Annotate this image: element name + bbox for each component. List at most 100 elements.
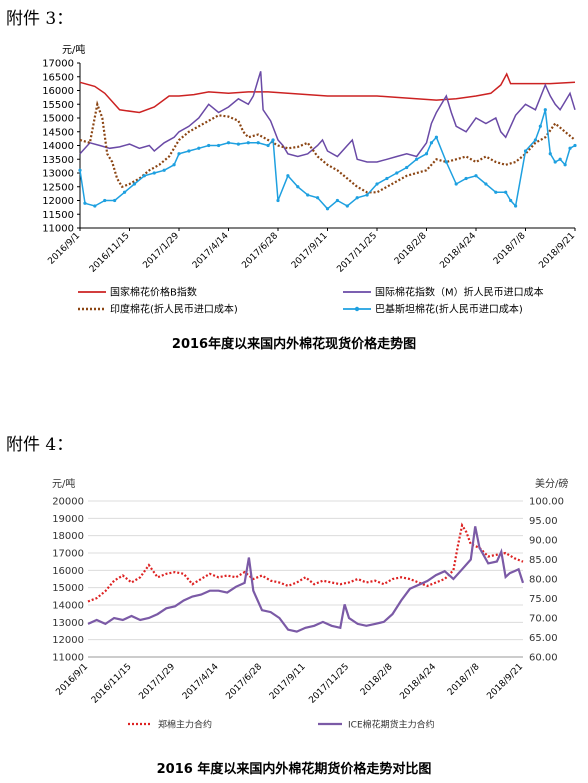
y-tick-label: 11500 — [42, 210, 74, 221]
series-marker-3 — [548, 152, 552, 156]
series-marker-3 — [395, 171, 399, 175]
series-marker-3 — [335, 198, 339, 203]
series-marker-3 — [385, 176, 389, 181]
series-marker-3 — [365, 193, 369, 197]
series-marker-3 — [132, 182, 137, 186]
series-marker-3 — [83, 201, 87, 205]
series-marker-3 — [553, 160, 557, 164]
series-marker-3 — [266, 143, 270, 148]
series-marker-3 — [543, 108, 547, 112]
legend-marker-3 — [354, 306, 360, 312]
x-tick-label: 2018/9/21 — [485, 662, 525, 702]
series-marker-3 — [187, 149, 191, 153]
y-tick-label-right: 80.00 — [529, 575, 558, 586]
y-tick-label-left: 19000 — [52, 514, 84, 525]
series-marker-3 — [93, 204, 97, 208]
y-tick-label: 13000 — [42, 169, 74, 180]
y-tick-label-left: 16000 — [52, 566, 84, 577]
y-tick-label-left: 14000 — [52, 601, 84, 612]
y-tick-label-left: 13000 — [52, 618, 84, 629]
series-marker-3 — [197, 146, 201, 150]
series-marker-3 — [424, 152, 429, 156]
y-tick-label: 11000 — [42, 224, 74, 235]
chart2-title: 2016 年度以来国内外棉花期货价格走势对比图 — [156, 762, 432, 777]
series-marker-3 — [217, 143, 221, 148]
series-marker-3 — [454, 182, 458, 186]
legend-label-0: 国家棉花价格B指数 — [110, 286, 197, 299]
y-tick-label-right: 70.00 — [529, 614, 558, 625]
series-marker-3 — [405, 165, 409, 170]
x-tick-label: 2016/11/15 — [90, 662, 134, 706]
x-tick-label: 2016/9/1 — [54, 662, 90, 698]
series-marker-3 — [429, 141, 434, 145]
attachment-4-label: 附件 4： — [6, 435, 74, 455]
y-tick-label-left: 11000 — [52, 653, 84, 664]
series-marker-3 — [464, 176, 468, 181]
series-marker-3 — [122, 190, 127, 194]
legend-label-3: 巴基斯坦棉花(折人民币进口成本) — [375, 303, 523, 316]
y-tick-label-left: 12000 — [52, 635, 84, 646]
chart1-title: 2016年度以来国内外棉花现货价格走势图 — [171, 337, 417, 352]
y-tick-label: 14000 — [42, 141, 74, 152]
y-tick-label: 12000 — [42, 196, 74, 207]
series-marker-3 — [296, 185, 300, 189]
series-marker-3 — [276, 198, 280, 203]
series-marker-3 — [345, 204, 349, 208]
series-marker-3 — [142, 174, 146, 178]
series-marker-3 — [415, 157, 419, 161]
series-marker-3 — [113, 198, 117, 203]
y-tick-label-left: 20000 — [52, 497, 84, 508]
series-marker-3 — [152, 171, 156, 175]
y-tick-label: 12500 — [42, 182, 74, 193]
series-marker-3 — [563, 163, 567, 167]
series-marker-3 — [316, 196, 320, 200]
x-tick-label: 2017/4/14 — [181, 662, 221, 702]
legend-label-0: 郑棉主力合约 — [158, 719, 212, 731]
y-tick-label-right: 60.00 — [529, 653, 558, 664]
x-tick-label: 2018/7/8 — [446, 662, 482, 698]
y-tick-label: 15500 — [42, 100, 74, 111]
series-marker-3 — [236, 142, 240, 146]
series-marker-3 — [434, 135, 438, 139]
series-marker-3 — [558, 157, 562, 161]
chart-spot-prices: 元/吨 11000 11500 12000 12500 13000 13500 14000 14… — [42, 43, 577, 316]
x-tick-label: 2017/9/11 — [268, 662, 308, 702]
series-marker-3 — [509, 198, 513, 203]
y-tick-label-right: 65.00 — [529, 633, 558, 644]
y-tick-label-right: 90.00 — [529, 536, 558, 547]
y-axis-unit-left: 元/吨 — [52, 477, 75, 490]
series-line-1 — [79, 71, 576, 163]
x-tick-label: 2017/11/25 — [307, 662, 351, 706]
series-marker-3 — [523, 149, 528, 153]
y-tick-label-left: 17000 — [52, 549, 84, 560]
series-marker-3 — [573, 143, 577, 148]
series-marker-3 — [568, 146, 572, 150]
y-tick-label: 15000 — [42, 114, 74, 125]
series-line-0 — [87, 522, 524, 603]
series-line-1 — [87, 526, 525, 633]
series-marker-3 — [226, 141, 231, 145]
series-marker-3 — [504, 190, 508, 194]
series-marker-3 — [172, 163, 176, 167]
y-tick-label-right: 75.00 — [529, 594, 558, 605]
legend-label-1: 国际棉花指数（M）折人民币进口成本 — [375, 286, 544, 299]
series-marker-3 — [162, 168, 166, 172]
series-marker-3 — [494, 190, 498, 194]
x-tick-label: 2017/1/29 — [137, 662, 177, 702]
y-tick-label-right: 85.00 — [529, 555, 558, 566]
x-tick-label: 2017/6/28 — [224, 662, 264, 702]
series-marker-3 — [533, 138, 538, 142]
series-marker-3 — [286, 174, 290, 178]
series-marker-3 — [375, 182, 379, 186]
legend-label-2: 印度棉花(折人民币进口成本) — [110, 303, 238, 316]
y-tick-label-left: 18000 — [52, 531, 84, 542]
series-marker-3 — [207, 143, 211, 148]
y-tick-label: 14500 — [42, 127, 74, 138]
x-tick-label: 2018/4/24 — [398, 662, 438, 702]
x-tick-label: 2018/2/8 — [359, 662, 395, 698]
series-marker-3 — [514, 204, 518, 208]
series-marker-3 — [256, 141, 260, 145]
series-line-0 — [79, 72, 576, 114]
series-marker-3 — [306, 193, 310, 197]
